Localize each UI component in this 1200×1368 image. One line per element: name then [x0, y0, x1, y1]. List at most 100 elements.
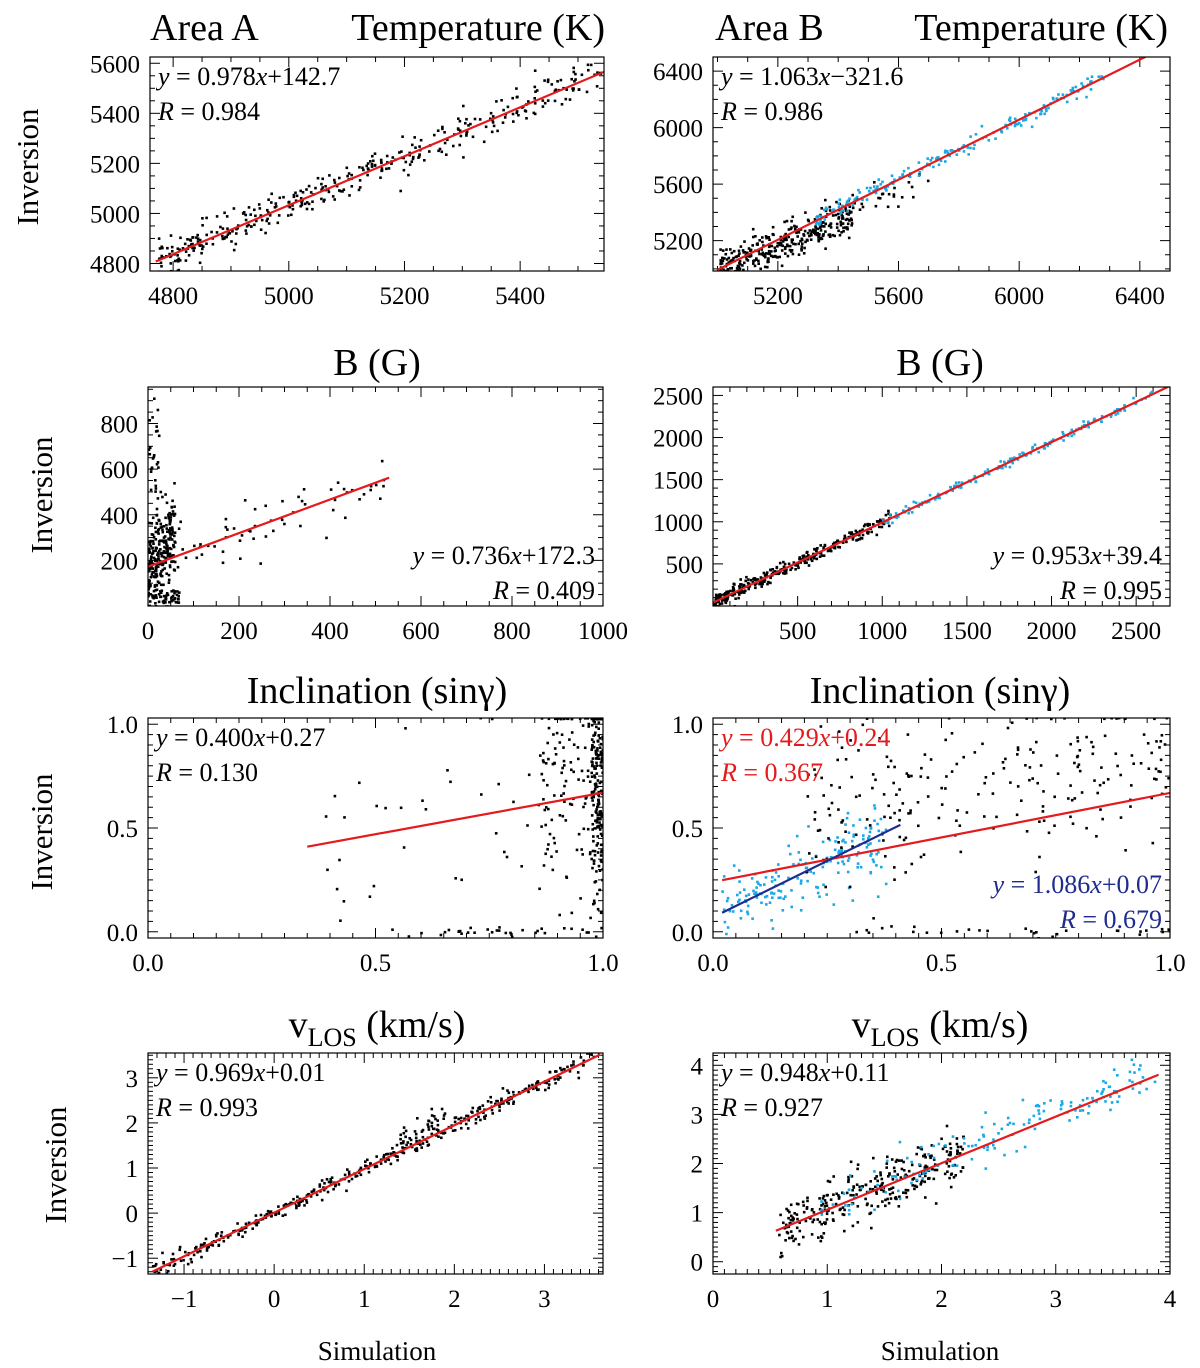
data-point	[788, 1222, 792, 1225]
data-point	[247, 206, 251, 209]
data-point	[1053, 824, 1056, 827]
data-point	[568, 1070, 572, 1073]
data-point	[1018, 453, 1021, 456]
data-point	[364, 1164, 367, 1167]
x-tick-label: 5600	[874, 283, 924, 310]
data-point	[934, 1202, 938, 1205]
data-point	[159, 607, 162, 610]
scatter-points	[324, 718, 603, 938]
data-point	[148, 591, 150, 595]
data-point	[959, 486, 963, 489]
data-point	[915, 1152, 918, 1156]
data-point	[1008, 116, 1012, 120]
data-point	[890, 1158, 894, 1161]
data-point	[201, 247, 204, 251]
data-point	[504, 931, 508, 935]
data-point	[546, 78, 550, 82]
data-point	[592, 719, 595, 723]
data-point	[443, 1112, 447, 1115]
data-point	[1028, 111, 1031, 115]
data-point	[1155, 778, 1158, 781]
data-point	[594, 731, 597, 735]
data-point	[754, 235, 757, 238]
data-point	[1036, 1103, 1039, 1107]
data-point	[240, 534, 244, 537]
data-point	[237, 1232, 240, 1236]
data-point	[298, 1203, 301, 1206]
y-tick-label: 0	[126, 1201, 139, 1228]
data-point	[869, 842, 872, 845]
data-point	[495, 929, 499, 932]
data-point	[552, 836, 556, 840]
data-point	[922, 1154, 925, 1158]
data-point	[155, 559, 159, 562]
data-point	[737, 249, 741, 253]
data-point	[591, 792, 594, 795]
data-point	[910, 1163, 914, 1167]
data-point	[460, 878, 463, 882]
data-point	[570, 927, 573, 931]
data-point	[897, 1189, 900, 1193]
data-point	[894, 1160, 898, 1163]
data-point	[837, 849, 841, 853]
data-point	[1008, 119, 1012, 123]
data-point	[887, 1201, 891, 1205]
data-point	[1023, 118, 1026, 122]
data-point	[1016, 746, 1020, 749]
data-point	[407, 935, 411, 938]
data-point	[491, 115, 495, 118]
data-point	[876, 1205, 880, 1208]
data-point	[593, 733, 597, 737]
data-point	[1061, 430, 1064, 434]
data-point	[864, 1183, 868, 1187]
data-point	[856, 866, 859, 869]
data-point	[167, 515, 170, 519]
data-point	[542, 798, 545, 801]
data-point	[881, 180, 884, 184]
data-point	[722, 908, 726, 911]
data-point	[399, 806, 403, 810]
data-point	[867, 530, 870, 534]
data-point	[894, 1196, 898, 1199]
data-point	[819, 544, 822, 547]
data-point	[884, 882, 888, 886]
data-point	[858, 191, 861, 194]
data-point	[824, 209, 828, 213]
data-point	[739, 583, 742, 586]
data-point	[148, 521, 151, 525]
data-point	[790, 226, 793, 229]
data-point	[884, 186, 887, 190]
data-point	[836, 758, 839, 762]
data-point	[953, 1163, 956, 1167]
data-point	[547, 807, 550, 811]
data-point	[1081, 1109, 1085, 1112]
data-point	[303, 1204, 306, 1207]
data-point	[787, 1216, 790, 1220]
data-point	[834, 840, 837, 843]
data-point	[599, 911, 603, 915]
data-point	[823, 1199, 827, 1202]
data-point	[430, 1114, 434, 1117]
data-point	[311, 200, 314, 203]
data-point	[343, 1173, 347, 1177]
data-point	[952, 1164, 955, 1167]
data-point	[553, 89, 557, 93]
data-point	[542, 864, 546, 867]
data-point	[781, 244, 784, 248]
data-point	[876, 187, 879, 190]
plot-frame	[147, 386, 604, 607]
data-point	[239, 557, 242, 560]
data-point	[254, 1214, 258, 1217]
data-point	[226, 233, 230, 236]
data-point	[795, 834, 799, 838]
data-point	[520, 865, 523, 868]
data-point	[824, 885, 827, 889]
data-point	[1004, 757, 1007, 761]
y-tick-label: 0.5	[672, 816, 703, 843]
data-point	[578, 718, 582, 721]
data-point	[168, 511, 171, 515]
data-point	[807, 773, 810, 776]
data-point	[490, 931, 494, 934]
data-point	[196, 1250, 199, 1254]
data-point	[732, 864, 736, 867]
